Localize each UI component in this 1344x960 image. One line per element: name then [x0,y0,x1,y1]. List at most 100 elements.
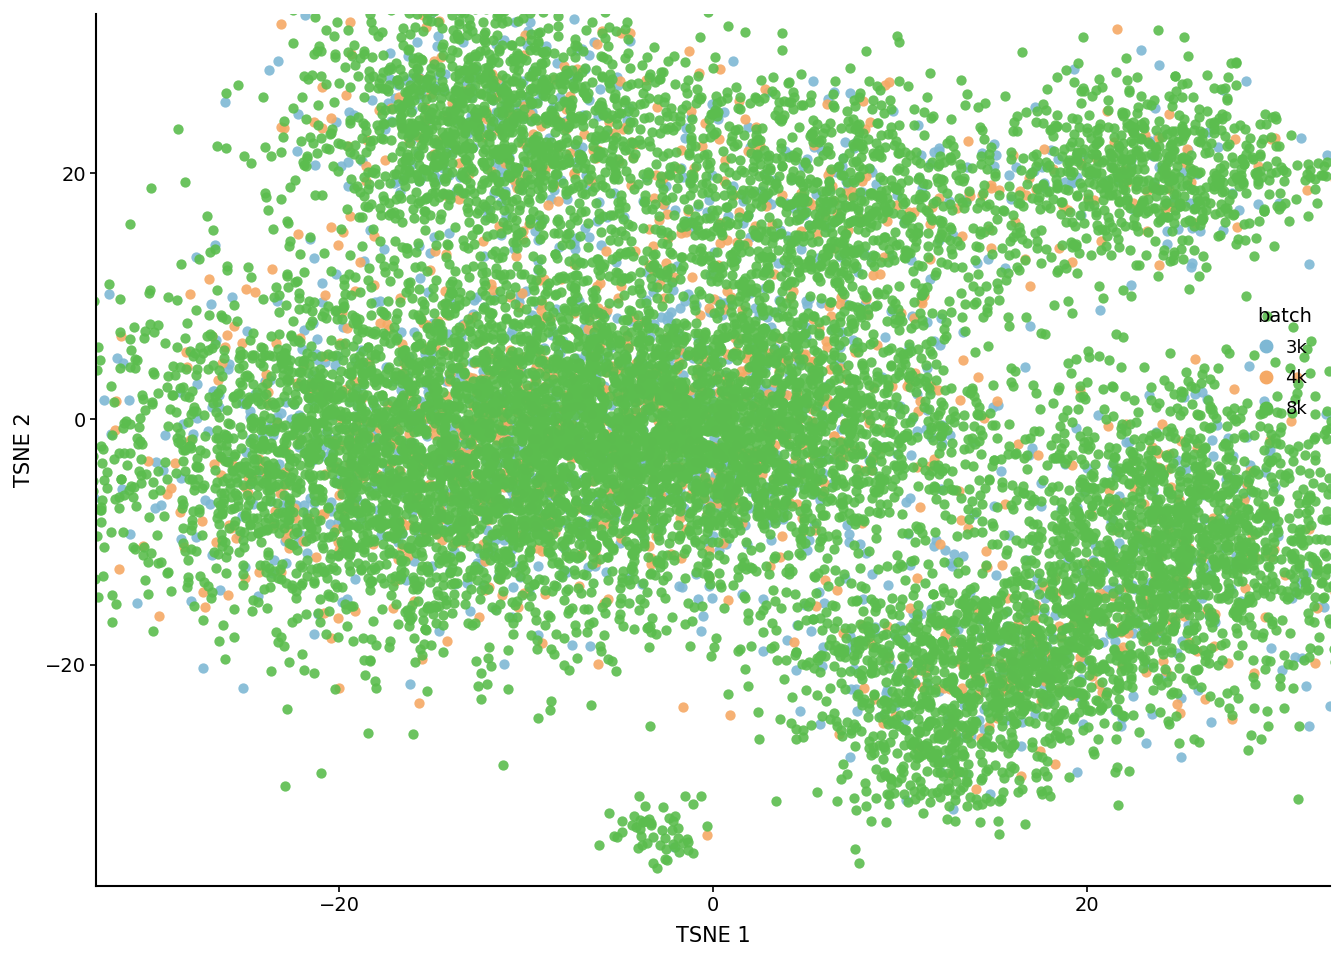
Point [1300,487,1321,502]
Point [417,355,438,371]
Point [704,422,726,438]
Point [988,690,1009,706]
Point [970,770,992,785]
Point [808,449,829,465]
Point [527,298,548,313]
Point [278,351,300,367]
Point [452,424,473,440]
Point [878,716,899,732]
Point [829,208,851,224]
Point [335,515,356,530]
Point [794,155,816,170]
Point [573,495,594,511]
Point [430,552,452,567]
Point [598,484,620,499]
Point [603,185,625,201]
Point [274,346,296,361]
Point [746,509,767,524]
Point [577,401,598,417]
Point [839,526,860,541]
Point [360,367,382,382]
Point [1124,481,1145,496]
Point [1078,433,1099,448]
Point [538,483,559,498]
Point [574,187,595,203]
Point [665,388,687,403]
Point [492,587,513,602]
Point [493,440,515,455]
Point [970,524,992,540]
Point [78,330,99,346]
Point [973,702,995,717]
Point [438,490,460,505]
Point [382,114,403,130]
Point [555,516,577,531]
Point [371,480,392,495]
Point [746,444,767,459]
Point [1077,343,1098,358]
Point [370,527,391,542]
Point [445,69,466,84]
Point [852,141,874,156]
Point [257,395,278,410]
Point [547,139,569,155]
Point [618,538,640,553]
Point [448,446,469,462]
Point [843,511,864,526]
Point [1050,649,1071,664]
Point [945,793,966,808]
Point [290,433,312,448]
Point [741,480,762,495]
Point [739,140,761,156]
Point [1227,648,1249,663]
Point [1169,558,1191,573]
Point [1066,565,1087,581]
Point [1142,549,1164,564]
Point [638,109,660,125]
Point [422,558,444,573]
Point [995,496,1016,512]
Point [864,408,886,423]
Point [1189,212,1211,228]
Point [866,437,887,452]
Point [512,415,534,430]
Point [1054,536,1075,551]
Point [253,504,274,519]
Point [696,423,718,439]
Point [421,464,442,479]
Point [614,490,636,505]
Point [738,457,759,472]
Point [1223,512,1245,527]
Point [450,524,472,540]
Point [446,533,468,548]
Point [226,470,247,486]
Point [841,445,863,461]
Point [1144,92,1165,108]
Point [1102,180,1124,195]
Point [700,492,722,508]
Point [832,475,853,491]
Point [703,262,724,277]
Point [965,715,986,731]
Point [482,79,504,94]
Point [1157,518,1179,534]
Point [652,415,673,430]
Point [642,376,664,392]
Point [1093,544,1114,560]
Point [1032,115,1054,131]
Point [1314,169,1336,184]
Point [351,324,372,340]
Point [918,468,939,483]
Point [1134,597,1156,612]
Point [1122,581,1144,596]
Point [609,581,630,596]
Point [415,80,437,95]
Point [910,606,931,621]
Point [206,474,227,490]
Point [927,243,949,258]
Point [383,258,405,274]
Point [1030,743,1051,758]
Point [1130,516,1152,532]
Point [1001,654,1023,669]
Point [707,535,728,550]
